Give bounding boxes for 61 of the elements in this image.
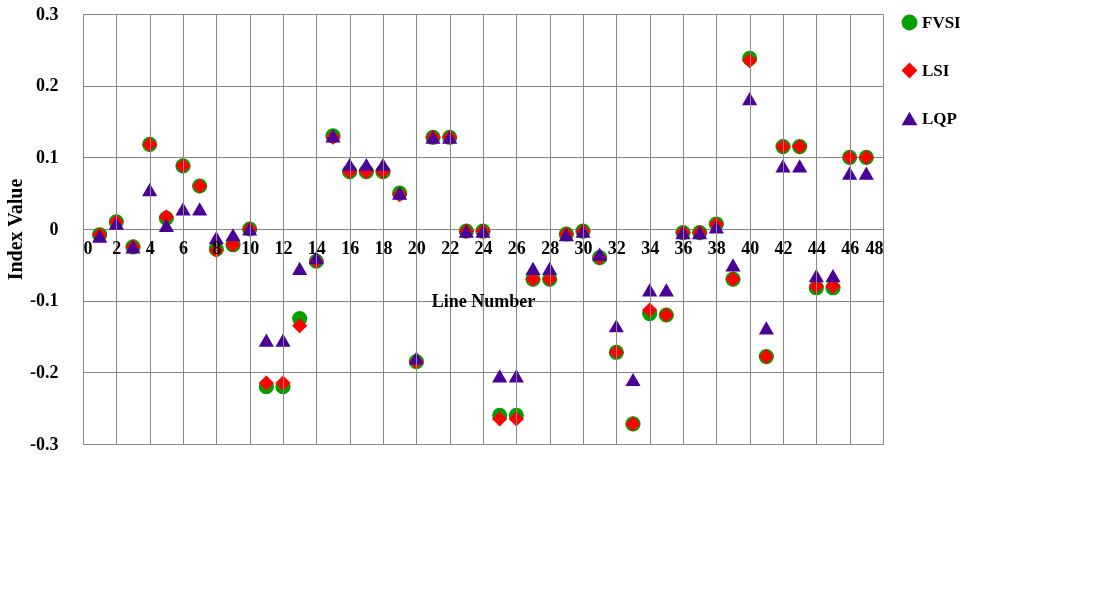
x-tick-label: 14	[307, 237, 326, 258]
x-tick-label: 6	[179, 237, 188, 258]
point	[858, 166, 874, 180]
x-tick-label: 34	[641, 237, 660, 258]
x-tick-label: 36	[674, 237, 693, 258]
point	[842, 166, 858, 180]
point	[758, 321, 774, 335]
x-tick-label: 20	[407, 237, 426, 258]
point	[175, 202, 191, 216]
x-tick-label: 38	[707, 237, 726, 258]
point	[525, 261, 541, 275]
point	[625, 372, 641, 387]
x-tick-label: 12	[274, 237, 293, 258]
legend-label: LSI	[922, 60, 950, 80]
point	[292, 318, 308, 334]
y-axis-title: Index Value	[4, 178, 27, 281]
point	[158, 218, 174, 232]
point	[225, 228, 241, 242]
x-tick-label: 32	[607, 237, 626, 258]
x-tick-label: 48	[865, 237, 884, 258]
y-tick-label: 0.1	[36, 146, 59, 167]
y-tick-label: -0.2	[30, 361, 59, 382]
x-tick-label: 10	[241, 237, 260, 258]
point	[725, 258, 741, 272]
x-tick-label: 26	[507, 237, 526, 258]
x-tick-label: 4	[145, 237, 155, 258]
point	[658, 283, 674, 297]
point	[508, 411, 524, 427]
x-tick-label: 28	[541, 237, 560, 258]
point	[492, 411, 508, 427]
x-tick-label: 42	[774, 237, 793, 258]
x-tick-label: 30	[574, 237, 593, 258]
y-tick-label: -0.3	[30, 433, 59, 454]
point	[492, 369, 508, 383]
legend-label: LQP	[922, 108, 957, 128]
x-tick-label: 40	[741, 237, 760, 258]
point	[275, 333, 291, 347]
x-tick-label: 0	[83, 237, 93, 258]
point	[792, 159, 808, 173]
point	[258, 333, 274, 347]
x-tick-label: 2	[112, 237, 122, 258]
point	[192, 202, 208, 216]
y-tick-label: 0	[49, 218, 59, 239]
x-tick-label: 16	[341, 237, 360, 258]
point	[592, 247, 608, 261]
x-tick-label: 22	[441, 237, 460, 258]
x-axis-title: Line Number	[431, 290, 536, 311]
y-tick-label: -0.1	[30, 290, 59, 311]
point	[825, 269, 841, 283]
legend-label: FVSI	[922, 12, 962, 32]
x-tick-label: 18	[374, 237, 393, 258]
point	[358, 157, 374, 172]
y-tick-label: 0.3	[36, 3, 59, 24]
point	[258, 375, 274, 391]
x-tick-label: 44	[807, 237, 826, 258]
y-tick-label: 0.2	[36, 75, 59, 96]
point	[408, 351, 424, 365]
point	[292, 261, 308, 275]
point	[775, 159, 791, 173]
x-tick-label: 24	[474, 237, 493, 258]
x-tick-label: 46	[841, 237, 860, 258]
